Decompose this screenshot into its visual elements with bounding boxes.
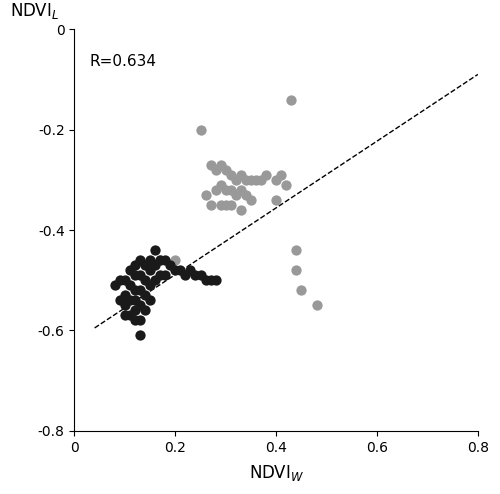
Point — [116, 296, 124, 304]
Point — [131, 317, 139, 325]
Point — [126, 311, 134, 319]
Point — [182, 271, 190, 279]
X-axis label: NDVI$_{W}$: NDVI$_{W}$ — [248, 463, 304, 483]
Point — [116, 276, 124, 284]
Point — [136, 301, 144, 309]
Point — [126, 266, 134, 274]
Point — [136, 331, 144, 339]
Point — [272, 176, 280, 184]
Point — [247, 176, 255, 184]
Point — [161, 271, 169, 279]
Point — [121, 276, 129, 284]
Point — [222, 166, 230, 174]
Point — [216, 161, 224, 169]
Point — [242, 176, 250, 184]
Point — [146, 256, 154, 264]
Point — [216, 181, 224, 189]
Point — [146, 296, 154, 304]
Point — [277, 171, 285, 179]
Point — [131, 287, 139, 294]
Point — [156, 256, 164, 264]
Point — [222, 201, 230, 209]
Point — [151, 246, 159, 254]
Point — [131, 271, 139, 279]
Point — [146, 281, 154, 289]
Point — [212, 166, 220, 174]
Point — [282, 181, 290, 189]
Point — [166, 261, 174, 269]
Point — [252, 176, 260, 184]
Point — [131, 306, 139, 314]
Point — [192, 271, 200, 279]
Point — [237, 171, 245, 179]
Point — [196, 125, 204, 133]
Point — [257, 176, 265, 184]
Point — [222, 186, 230, 194]
Point — [232, 191, 240, 199]
Point — [247, 196, 255, 204]
Point — [141, 261, 149, 269]
Point — [126, 296, 134, 304]
Point — [196, 271, 204, 279]
Point — [172, 256, 179, 264]
Point — [151, 276, 159, 284]
Point — [212, 276, 220, 284]
Point — [131, 296, 139, 304]
Point — [292, 266, 300, 274]
Point — [227, 201, 235, 209]
Point — [141, 276, 149, 284]
Point — [216, 201, 224, 209]
Point — [121, 311, 129, 319]
Point — [161, 256, 169, 264]
Point — [131, 261, 139, 269]
Point — [141, 291, 149, 299]
Point — [227, 171, 235, 179]
Point — [156, 256, 164, 264]
Point — [237, 186, 245, 194]
Point — [232, 176, 240, 184]
Point — [146, 266, 154, 274]
Point — [136, 256, 144, 264]
Point — [312, 301, 320, 309]
Point — [136, 287, 144, 294]
Point — [227, 186, 235, 194]
Y-axis label: NDVI$_{L}$: NDVI$_{L}$ — [10, 1, 58, 21]
Point — [206, 276, 214, 284]
Point — [121, 301, 129, 309]
Point — [172, 266, 179, 274]
Point — [206, 161, 214, 169]
Point — [242, 191, 250, 199]
Point — [237, 206, 245, 214]
Point — [288, 95, 296, 103]
Point — [262, 171, 270, 179]
Point — [292, 246, 300, 254]
Point — [126, 281, 134, 289]
Point — [202, 276, 209, 284]
Point — [202, 191, 209, 199]
Point — [156, 271, 164, 279]
Point — [136, 317, 144, 325]
Text: R=0.634: R=0.634 — [90, 54, 156, 69]
Point — [151, 261, 159, 269]
Point — [141, 306, 149, 314]
Point — [212, 186, 220, 194]
Point — [176, 266, 184, 274]
Point — [206, 201, 214, 209]
Point — [186, 266, 194, 274]
Point — [111, 281, 119, 289]
Point — [136, 271, 144, 279]
Point — [272, 196, 280, 204]
Point — [121, 291, 129, 299]
Point — [298, 287, 306, 294]
